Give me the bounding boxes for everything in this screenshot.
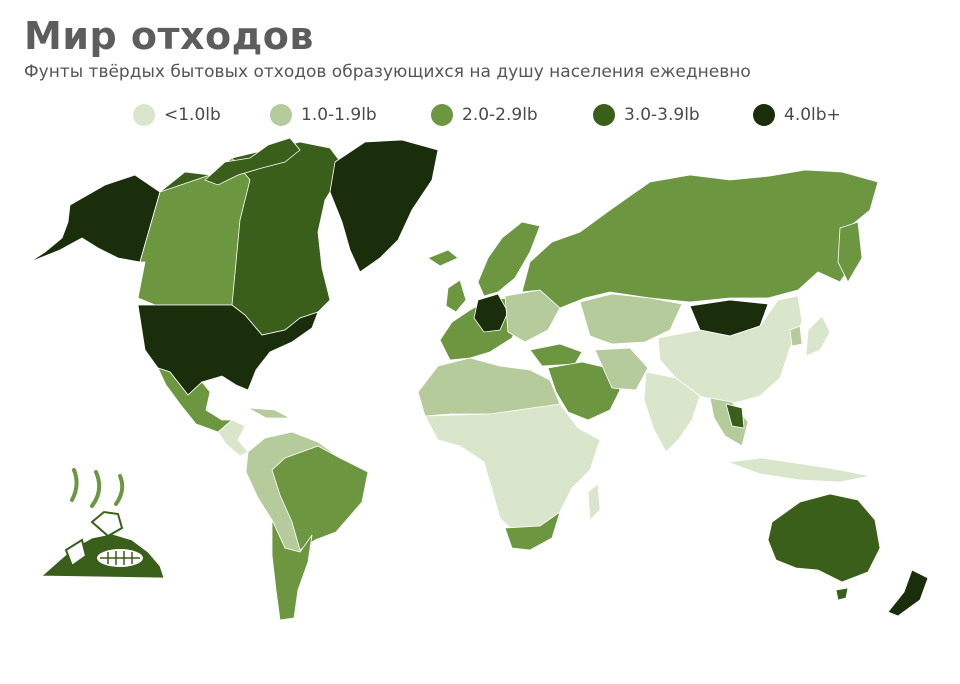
region-iceland xyxy=(427,249,459,267)
region-indonesia xyxy=(727,457,871,483)
map-subtitle: Фунты твёрдых бытовых отходов образующих… xyxy=(24,62,751,82)
logo-bottle xyxy=(90,510,124,538)
region-new-zealand xyxy=(887,569,929,617)
region-greenland xyxy=(329,139,439,273)
region-turkey xyxy=(529,343,583,367)
logo-fish-ribs xyxy=(100,551,140,565)
region-canada-west xyxy=(137,157,251,306)
legend-item-4plus: 4.0lb+ xyxy=(753,100,841,130)
region-india xyxy=(643,371,701,453)
legend-item-3-3.9: 3.0-3.9lb xyxy=(593,100,700,130)
region-brazil xyxy=(271,445,369,551)
region-mexico xyxy=(157,367,234,433)
region-africa-central xyxy=(424,403,601,537)
region-kazakhstan-central-asia xyxy=(579,293,683,345)
garbage-pile-icon xyxy=(40,468,165,579)
region-middle-east xyxy=(547,361,621,421)
legend-item-1-1.9: 1.0-1.9lb xyxy=(270,100,377,130)
region-arctic-islands xyxy=(204,137,301,186)
region-central-europe xyxy=(473,293,509,333)
region-thailand xyxy=(725,403,745,429)
legend-swatch xyxy=(593,104,615,126)
legend-label: 3.0-3.9lb xyxy=(624,105,700,125)
region-kamchatka xyxy=(837,221,863,283)
region-alaska xyxy=(17,174,161,271)
legend-swatch xyxy=(270,104,292,126)
region-korea xyxy=(789,325,803,347)
region-cuba xyxy=(247,407,291,419)
region-central-america xyxy=(217,419,249,457)
region-uk xyxy=(445,279,467,313)
region-australia xyxy=(767,493,881,583)
region-south-africa xyxy=(504,511,561,551)
region-south-america-south xyxy=(271,519,313,621)
legend-label: 2.0-2.9lb xyxy=(462,105,538,125)
legend-item-lt1: <1.0lb xyxy=(133,100,221,130)
region-madagascar xyxy=(587,483,601,521)
region-southeast-asia xyxy=(709,397,749,447)
legend-swatch xyxy=(431,104,453,126)
legend-label: <1.0lb xyxy=(164,105,221,125)
logo-can xyxy=(64,538,88,568)
legend: <1.0lb 1.0-1.9lb 2.0-2.9lb 3.0-3.9lb 4.0… xyxy=(0,100,960,130)
legend-label: 4.0lb+ xyxy=(784,105,841,125)
map-title: Мир отходов xyxy=(24,14,314,58)
legend-swatch xyxy=(753,104,775,126)
region-tasmania xyxy=(835,587,849,601)
legend-label: 1.0-1.9lb xyxy=(301,105,377,125)
legend-swatch xyxy=(133,104,155,126)
region-scandinavia xyxy=(477,221,541,297)
region-iran xyxy=(594,347,649,391)
world-map xyxy=(17,137,929,621)
region-north-africa xyxy=(417,357,561,417)
region-russia xyxy=(521,169,879,309)
region-japan xyxy=(805,315,831,357)
legend-item-2-2.9: 2.0-2.9lb xyxy=(431,100,538,130)
logo-fumes xyxy=(70,468,125,508)
